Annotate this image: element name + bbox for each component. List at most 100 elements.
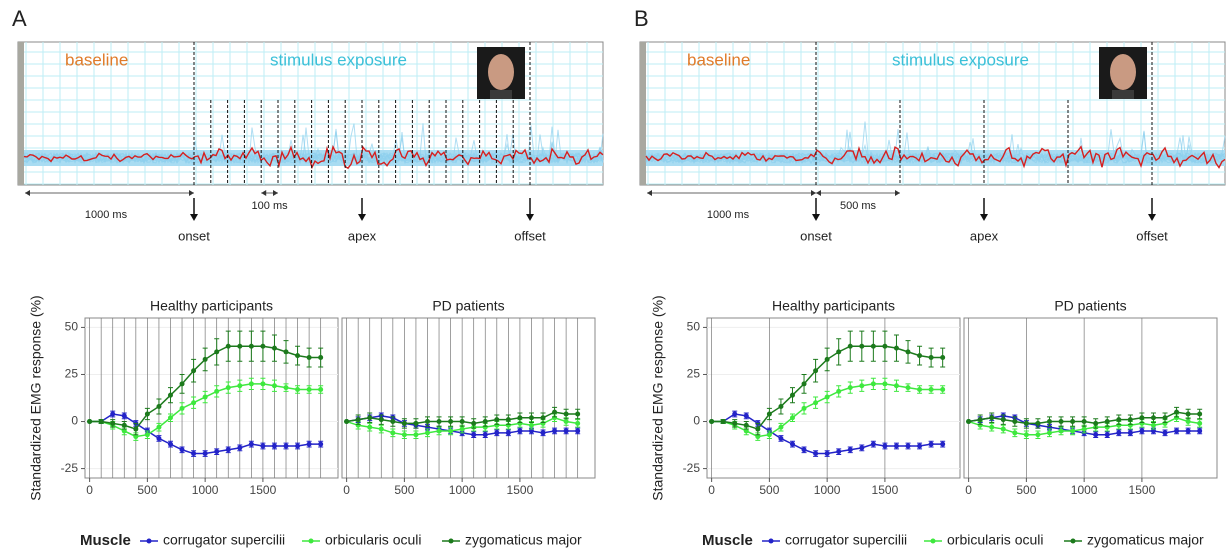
- data-point: [824, 451, 830, 457]
- data-point: [966, 419, 972, 425]
- data-point: [156, 403, 162, 409]
- x-tick-label: 1500: [507, 483, 534, 497]
- data-point: [121, 413, 127, 419]
- arrow-head: [812, 214, 820, 221]
- data-point: [1000, 417, 1006, 423]
- data-point: [271, 383, 277, 389]
- y-tick-label: 0: [71, 414, 78, 428]
- mean-trace: [645, 145, 1226, 169]
- x-tick-label: 1000: [814, 483, 841, 497]
- data-point: [928, 355, 934, 361]
- shirt: [490, 90, 512, 99]
- data-point: [1093, 420, 1099, 426]
- event-label: apex: [970, 228, 999, 243]
- data-point: [1058, 428, 1064, 434]
- data-point: [552, 428, 558, 434]
- data-point: [214, 449, 220, 455]
- data-point: [1104, 419, 1110, 425]
- plot-area: [963, 317, 1218, 479]
- arrow-head: [1148, 214, 1156, 221]
- data-point: [295, 353, 301, 359]
- data-point: [306, 387, 312, 393]
- data-point: [789, 441, 795, 447]
- data-point: [390, 419, 396, 425]
- duration-label: 100 ms: [252, 200, 289, 212]
- data-point: [940, 441, 946, 447]
- data-point: [789, 392, 795, 398]
- data-point: [1116, 417, 1122, 423]
- data-point: [202, 356, 208, 362]
- data-point: [575, 428, 581, 434]
- data-point: [928, 387, 934, 393]
- plot-area: [706, 317, 961, 479]
- y-axis-label: Standardized EMG response (%): [650, 295, 666, 500]
- data-point: [110, 411, 116, 417]
- data-point: [248, 343, 254, 349]
- data-point: [1070, 428, 1076, 434]
- data-point: [709, 419, 715, 425]
- data-point: [248, 381, 254, 387]
- data-point: [517, 415, 523, 421]
- legend-dot: [1070, 538, 1076, 544]
- data-point: [870, 381, 876, 387]
- data-point: [836, 388, 842, 394]
- data-point: [1150, 422, 1156, 428]
- data-point: [801, 447, 807, 453]
- data-point: [575, 411, 581, 417]
- data-point: [1058, 419, 1064, 425]
- data-point: [801, 381, 807, 387]
- y-tick-label: 25: [687, 367, 701, 381]
- data-point: [306, 441, 312, 447]
- data-point: [237, 343, 243, 349]
- data-point: [121, 428, 127, 434]
- data-point: [448, 419, 454, 425]
- legend-dot: [448, 538, 454, 544]
- data-point: [306, 355, 312, 361]
- data-point: [893, 443, 899, 449]
- data-point: [367, 424, 373, 430]
- data-point: [836, 449, 842, 455]
- data-point: [1185, 411, 1191, 417]
- x-tick-label: 0: [86, 483, 93, 497]
- data-point: [318, 355, 324, 361]
- data-point: [413, 420, 419, 426]
- y-axis-label: Standardized EMG response (%): [28, 295, 44, 500]
- legend-dot: [930, 538, 936, 544]
- data-point: [87, 419, 93, 425]
- data-point: [436, 419, 442, 425]
- data-point: [1012, 430, 1018, 436]
- data-point: [917, 353, 923, 359]
- data-point: [1150, 415, 1156, 421]
- data-point: [789, 415, 795, 421]
- data-point: [824, 394, 830, 400]
- x-tick-label: 0: [965, 483, 972, 497]
- data-point: [905, 385, 911, 391]
- data-point: [202, 451, 208, 457]
- data-point: [505, 430, 511, 436]
- legend-label: orbicularis oculi: [325, 532, 421, 548]
- data-point: [318, 387, 324, 393]
- data-point: [214, 349, 220, 355]
- data-point: [1081, 426, 1087, 432]
- data-point: [552, 409, 558, 415]
- data-point: [471, 420, 477, 426]
- data-point: [882, 343, 888, 349]
- data-point: [517, 428, 523, 434]
- data-point: [824, 356, 830, 362]
- x-tick-label: 1500: [872, 483, 899, 497]
- x-tick-label: 1000: [192, 483, 219, 497]
- data-point: [121, 422, 127, 428]
- data-point: [133, 434, 139, 440]
- data-point: [505, 417, 511, 423]
- data-point: [225, 343, 231, 349]
- data-point: [1093, 432, 1099, 438]
- data-point: [260, 443, 266, 449]
- y-tick-label: 25: [65, 367, 79, 381]
- legend-dot: [308, 538, 314, 544]
- facet-title: Healthy participants: [772, 298, 895, 314]
- data-point: [167, 415, 173, 421]
- data-point: [813, 368, 819, 374]
- data-point: [989, 415, 995, 421]
- data-point: [318, 441, 324, 447]
- mean-trace: [23, 144, 604, 170]
